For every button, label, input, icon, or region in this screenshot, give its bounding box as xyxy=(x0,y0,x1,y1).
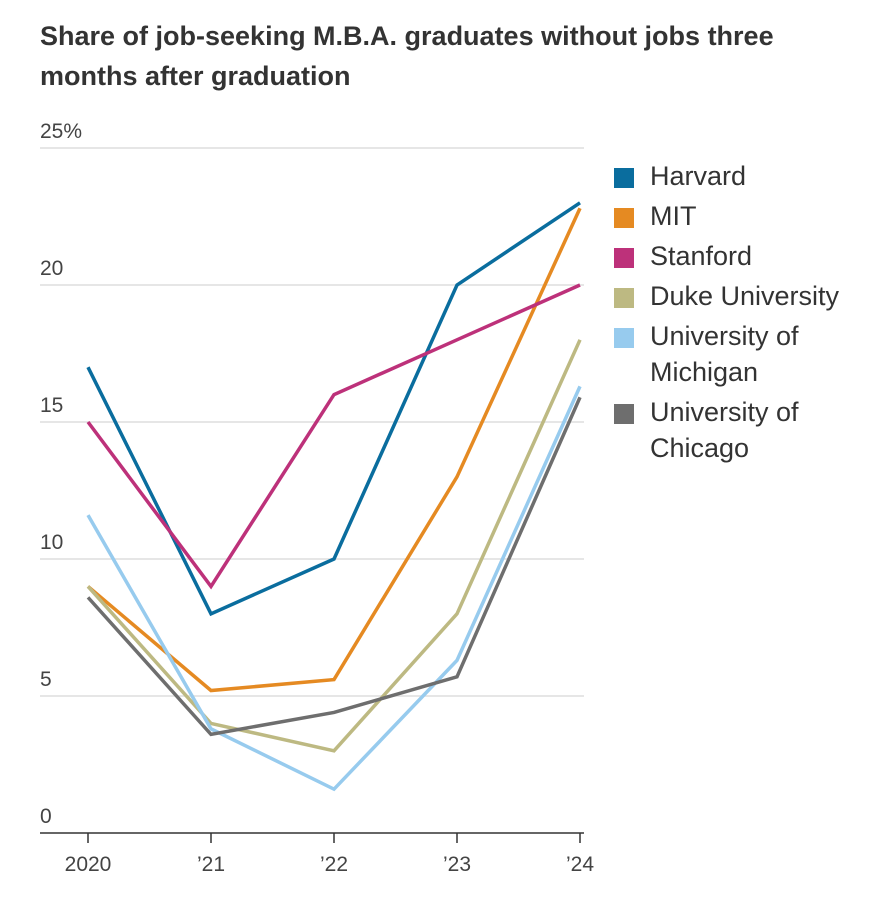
y-tick-label: 15 xyxy=(40,394,63,417)
gridlines xyxy=(40,147,584,697)
legend-item-mit: MIT xyxy=(614,198,874,234)
y-tick-label: 20 xyxy=(40,257,63,280)
legend-item-duke: Duke University xyxy=(614,278,874,314)
legend-item-chicago: University of Chicago xyxy=(614,394,874,466)
legend-item-harvard: Harvard xyxy=(614,158,874,194)
y-axis-tick-labels: 0 5 10 15 20 25% xyxy=(40,120,82,828)
x-tick-label: ’22 xyxy=(320,853,348,876)
legend-item-stanford: Stanford xyxy=(614,238,874,274)
legend-label: MIT xyxy=(650,201,697,231)
y-tick-label: 25% xyxy=(40,120,82,143)
y-tick-label: 10 xyxy=(40,531,63,554)
legend-swatch xyxy=(614,328,634,348)
legend: Harvard MIT Stanford Duke University Uni… xyxy=(614,158,874,470)
legend-swatch xyxy=(614,404,634,424)
series-line-university-of-chicago xyxy=(86,396,582,737)
series-line-university-of-michigan xyxy=(86,385,582,792)
x-tick-label: ’23 xyxy=(443,853,471,876)
x-axis: 2020 ’21 ’22 ’23 ’24 xyxy=(40,832,594,876)
legend-item-michigan: University of Michigan xyxy=(614,318,874,390)
series-line-mit xyxy=(86,207,582,693)
legend-label: University of Chicago xyxy=(650,397,799,463)
legend-label: University of Michigan xyxy=(650,321,799,387)
y-tick-label: 0 xyxy=(40,805,52,828)
series-line-stanford xyxy=(86,283,581,590)
legend-label: Duke University xyxy=(650,281,840,311)
legend-swatch xyxy=(614,248,634,268)
legend-swatch xyxy=(614,208,634,228)
line-chart: 0 5 10 15 20 25% 2020 ’21 ’22 ’23 ’24 xyxy=(40,120,594,876)
legend-label: Harvard xyxy=(650,161,747,191)
x-tick-label: 2020 xyxy=(65,853,112,876)
y-tick-label: 5 xyxy=(40,668,52,691)
series-lines xyxy=(86,201,582,792)
legend-swatch xyxy=(614,168,634,188)
series-line-duke-university xyxy=(86,339,582,753)
chart-title: Share of job-seeking M.B.A. graduates wi… xyxy=(40,21,774,91)
x-tick-label: ’24 xyxy=(566,853,594,876)
legend-swatch xyxy=(614,288,634,308)
legend-label: Stanford xyxy=(650,241,753,271)
x-tick-label: ’21 xyxy=(197,853,225,876)
